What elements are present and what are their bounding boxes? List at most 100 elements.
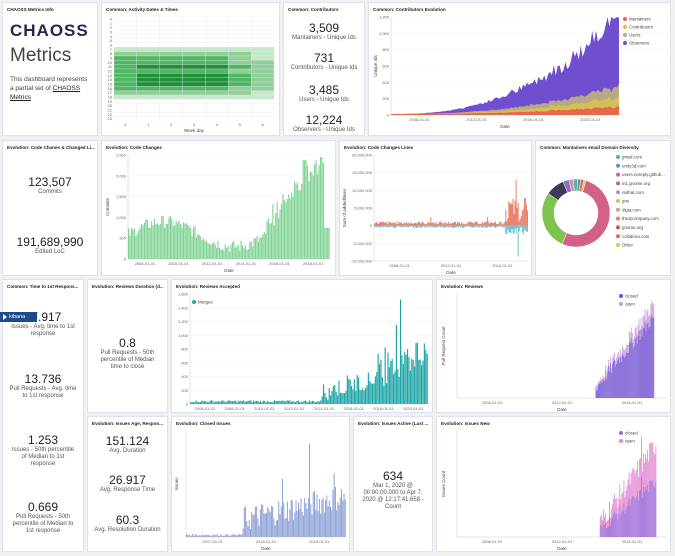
heatmap-cell [113, 107, 138, 113]
open-bar [622, 345, 623, 354]
bar [303, 401, 305, 404]
removed-bar [494, 225, 495, 228]
open-bar [621, 355, 622, 362]
bar [215, 535, 217, 537]
heatmap-cell [182, 38, 206, 44]
closed-bar [635, 496, 637, 537]
bar [257, 400, 259, 404]
closed-bar [632, 495, 634, 537]
added-bar [449, 223, 451, 226]
bar [407, 349, 409, 404]
removed-bar [428, 225, 430, 227]
legend-swatch [616, 163, 620, 168]
removed-bar [505, 225, 507, 234]
heatmap-cell [205, 68, 229, 74]
added-bar [513, 214, 515, 226]
bar [400, 299, 402, 404]
open-bar [629, 333, 631, 343]
reviews-chart[interactable]: 2008-01-01 2012-01-01 2016-01-01 Date Pull R… [437, 280, 671, 413]
open-bar [655, 446, 657, 483]
bar [226, 247, 228, 259]
heatmap-cell [136, 64, 160, 70]
code-lines-chart[interactable]: -10,000,000 -5,000,000 0 5,000,000 10,000,00… [340, 141, 532, 276]
open-bar [630, 473, 632, 499]
x-axis-label: Date [557, 407, 567, 412]
removed-bar [392, 225, 394, 227]
heatmap-cell [228, 77, 252, 83]
chaoss-metrics-link[interactable]: CHAOSS Metrics [10, 84, 81, 101]
heatmap-cell [250, 107, 275, 113]
y-tick-label: 200 [181, 388, 188, 393]
heatmap-cell [228, 116, 252, 122]
bar [295, 500, 297, 537]
bar [153, 218, 156, 259]
heatmap-cell [182, 25, 206, 31]
bar [235, 535, 237, 537]
removed-bar [406, 225, 408, 228]
bar [221, 535, 223, 537]
bar [314, 164, 316, 259]
removed-bar [444, 225, 446, 228]
open-bar [602, 375, 604, 379]
added-bar [461, 222, 463, 226]
closed-bar [619, 505, 621, 537]
issues-new-chart[interactable]: 2008-01-01 2012-01-01 2016-01-01 Date Issues… [437, 417, 671, 552]
heatmap-cell [159, 34, 183, 39]
bar [175, 220, 177, 259]
bar [225, 402, 227, 404]
reviews-accepted-chart[interactable]: 0 200 400 600 800 1,000 1,200 1,400 1,600 2006-01… [172, 280, 433, 413]
open-bar [611, 368, 613, 373]
heatmap-cell [182, 68, 206, 74]
bar [312, 175, 314, 259]
x-axis-label: Date [224, 268, 234, 273]
closed-bar [634, 338, 636, 398]
heatmap-cell [136, 103, 160, 109]
bar [220, 534, 222, 537]
closed-issues-chart[interactable]: 2017-01-01 2018-01-01 2019-01-01 Date Issues [172, 417, 350, 552]
removed-bar [458, 225, 460, 228]
removed-bar [472, 225, 474, 228]
removed-bar [466, 225, 468, 227]
bar [398, 376, 400, 404]
legend-swatch [619, 431, 623, 435]
legend-label: unity3d.com [622, 163, 646, 168]
removed-bar [410, 225, 412, 227]
heatmap-cell [159, 73, 183, 78]
bar [317, 510, 319, 537]
added-bar [491, 221, 492, 226]
bar [277, 519, 279, 537]
bar [381, 377, 383, 404]
y-tick-label: 1,600 [178, 292, 189, 297]
heatmap-cell [228, 16, 252, 22]
heatmap-cell [182, 34, 206, 39]
closed-bar [645, 486, 646, 537]
contributors-area-chart[interactable]: 0 200 400 600 800 1,000 1,200 2008-01-01 2012-01… [369, 3, 671, 136]
closed-bar [612, 517, 614, 537]
removed-bar [431, 225, 433, 228]
y-tick-label: -5,000,000 [353, 241, 373, 246]
open-bar [649, 443, 651, 482]
removed-bar [508, 225, 510, 233]
bar [311, 514, 313, 537]
bar [262, 400, 264, 404]
open-bar [646, 458, 648, 490]
closed-bar [602, 378, 604, 398]
heatmap-cell [228, 47, 252, 52]
removed-bar [413, 225, 414, 228]
open-bar [651, 300, 653, 316]
removed-bar [451, 225, 452, 228]
added-bar [521, 210, 523, 226]
domain-donut-chart[interactable]: gmail.com unity3d.com users.noreply.github… [536, 141, 671, 276]
bar [260, 400, 262, 404]
kibana-badge[interactable]: kibana [0, 312, 37, 322]
closed-bar [624, 513, 626, 537]
open-bar [625, 344, 627, 353]
added-bar [408, 223, 410, 226]
added-bar [503, 223, 505, 226]
y-tick-label: 2,500 [116, 153, 127, 158]
removed-bar [460, 225, 462, 228]
bar [248, 520, 250, 537]
code-changes-bar-chart[interactable]: 0 500 1,000 1,500 2,000 2,500 2008-01-01 2010-0… [102, 141, 336, 276]
open-bar [635, 326, 637, 338]
